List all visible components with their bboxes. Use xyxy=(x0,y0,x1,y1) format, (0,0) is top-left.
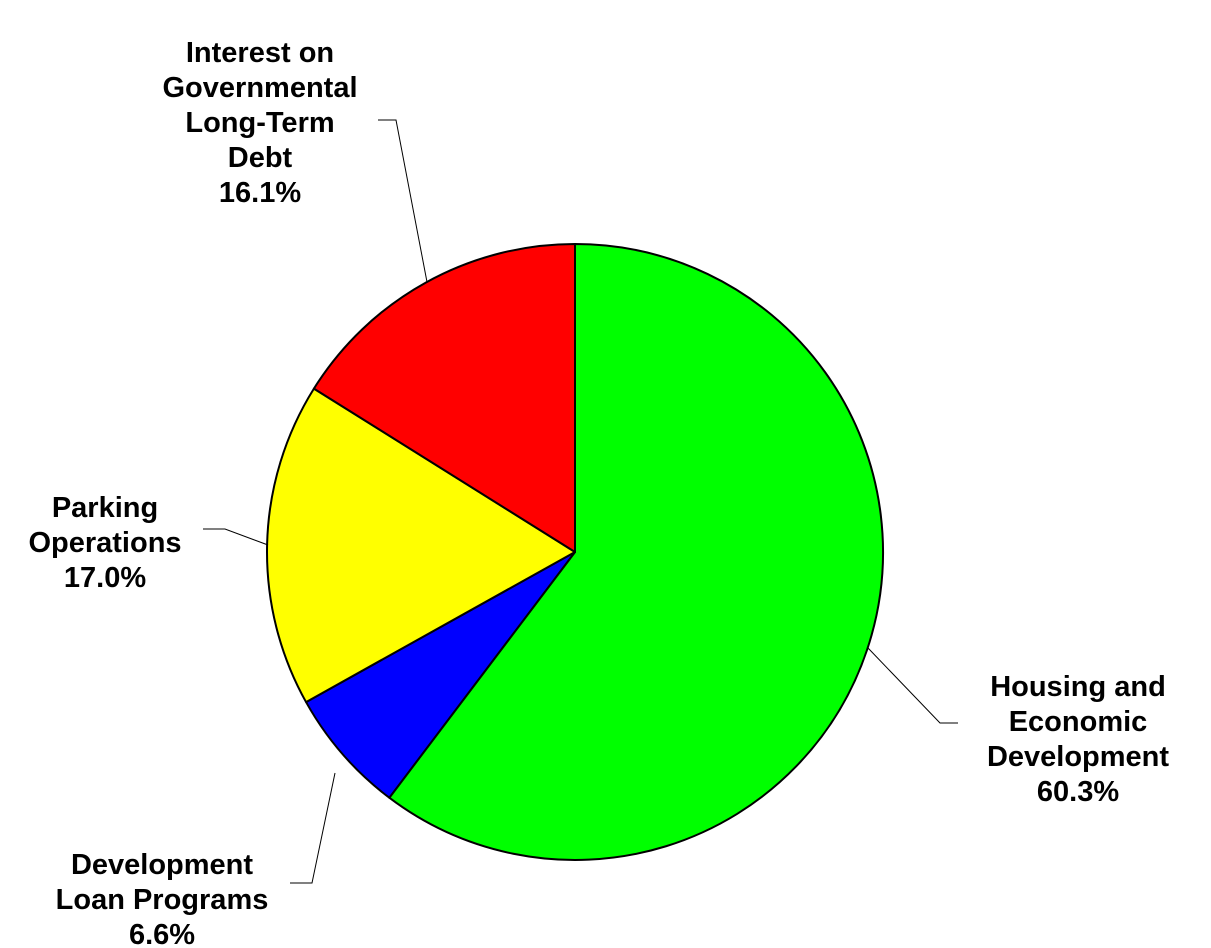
slice-label-line: Long-Term xyxy=(185,107,334,139)
pie-slice-development-loan-programs xyxy=(305,551,576,799)
slice-label-line: Economic xyxy=(1009,706,1148,738)
slice-value-label: 60.3% xyxy=(1037,776,1119,808)
slice-label-interest-on-governmental-long-term-debt: Interest on Governmental Long-Term Debt 16.1… xyxy=(163,37,358,209)
slice-label-development-loan-programs: Development Loan Programs 6.6% xyxy=(56,849,269,948)
slice-label-housing-and-economic-development: Housing and Economic Development 60.3% xyxy=(987,671,1169,808)
slice-value-label: 16.1% xyxy=(219,177,301,209)
slice-label-line: Housing and xyxy=(990,671,1166,703)
slice-label-line: Loan Programs xyxy=(56,884,269,916)
pie-slice-housing-and-economic-development xyxy=(388,243,884,861)
slice-label-line: Development xyxy=(71,849,253,881)
pie-slices xyxy=(266,243,884,861)
pie-slice-interest-on-governmental-long-term-debt xyxy=(312,243,576,553)
leader-line-interest-on-governmental-long-term-debt xyxy=(378,119,428,283)
slice-label-line: Debt xyxy=(228,142,293,174)
slice-label-line: Operations xyxy=(28,527,181,559)
slice-label-line: Development xyxy=(987,741,1169,773)
slice-label-parking-operations: Parking Operations 17.0% xyxy=(28,492,181,594)
leader-line-housing-and-economic-development xyxy=(867,647,958,724)
slice-label-line: Parking xyxy=(52,492,158,524)
slice-label-line: Governmental xyxy=(163,72,358,104)
leader-lines xyxy=(203,119,958,884)
slice-labels: Housing and Economic Development 60.3%Devel… xyxy=(28,37,1169,948)
leader-line-development-loan-programs xyxy=(290,772,336,884)
leader-line-parking-operations xyxy=(203,528,269,546)
slice-value-label: 6.6% xyxy=(129,919,195,948)
slice-value-label: 17.0% xyxy=(64,562,146,594)
slice-label-line: Interest on xyxy=(186,37,334,69)
